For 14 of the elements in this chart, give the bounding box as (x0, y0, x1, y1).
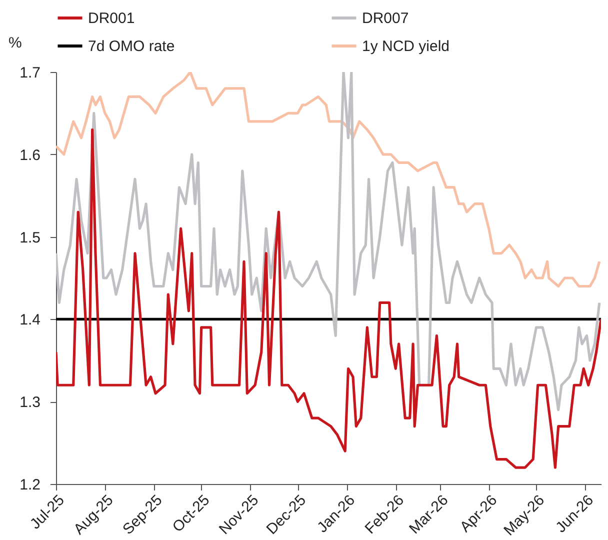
line-series (56, 128, 601, 469)
legend-label: 1y NCD yield (362, 38, 450, 55)
y-tick-label: 1.3 (20, 394, 40, 412)
legend-label: DR001 (88, 10, 135, 27)
legend-label: 7d OMO rate (88, 38, 175, 55)
y-tick-label: 1.2 (20, 476, 40, 494)
y-tick-label: 1.6 (20, 146, 40, 164)
y-axis-title: % (8, 34, 22, 52)
line-series (56, 72, 601, 288)
y-tick-label: 1.7 (20, 64, 40, 82)
y-tick-label: 1.5 (20, 229, 40, 246)
y-tick-label: 1.4 (20, 312, 40, 329)
line-series (56, 72, 601, 412)
legend-label: DR007 (362, 10, 409, 27)
